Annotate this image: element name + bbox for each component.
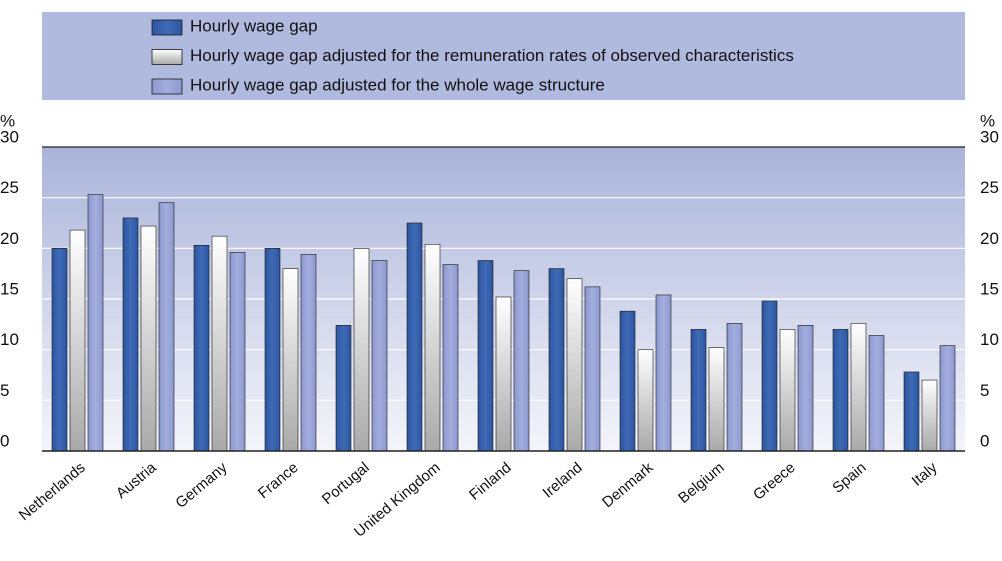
y2-tick-label: 20 xyxy=(980,229,999,248)
legend-label: Hourly wage gap xyxy=(190,16,318,35)
legend-label: Hourly wage gap adjusted for the whole w… xyxy=(190,75,605,94)
bar xyxy=(158,202,175,452)
bar xyxy=(850,323,867,452)
bar xyxy=(637,349,654,452)
bar xyxy=(406,222,423,452)
bar xyxy=(193,244,210,452)
bar xyxy=(229,252,246,452)
x-tick-label: Netherlands xyxy=(16,459,89,524)
bar xyxy=(619,310,636,452)
y-tick-label: 0 xyxy=(0,431,9,450)
y-tick-label: 10 xyxy=(0,330,19,349)
y2-tick-label: 30 xyxy=(980,127,999,146)
bar xyxy=(495,296,512,452)
bar xyxy=(903,371,920,452)
bar xyxy=(655,294,672,452)
bar xyxy=(566,278,583,452)
x-tick-label: Ireland xyxy=(540,459,586,502)
bar xyxy=(442,264,459,452)
x-tick-label: Denmark xyxy=(599,459,657,511)
x-tick-label: Finland xyxy=(466,459,515,504)
x-tick-label: Belgium xyxy=(675,459,727,507)
bar xyxy=(690,329,707,452)
bar xyxy=(51,248,68,452)
bar xyxy=(477,260,494,452)
bar xyxy=(122,217,139,452)
bar xyxy=(939,345,956,452)
bar xyxy=(868,335,885,452)
bar xyxy=(584,286,601,452)
bar xyxy=(921,379,938,452)
x-tick-label: Spain xyxy=(829,459,869,497)
y2-tick-label: 10 xyxy=(980,330,999,349)
bar xyxy=(371,260,388,452)
bar xyxy=(211,235,228,452)
bar xyxy=(140,225,157,452)
y-tick-label: 5 xyxy=(0,381,9,400)
legend-swatch xyxy=(151,78,183,95)
legend-box xyxy=(42,12,965,100)
bar xyxy=(300,254,317,452)
y2-tick-label: 15 xyxy=(980,279,999,298)
bar xyxy=(513,270,530,452)
legend-swatch xyxy=(151,49,183,65)
x-tick-label: Germany xyxy=(172,459,231,512)
bar xyxy=(264,248,281,452)
y2-axis-label: % xyxy=(980,111,995,130)
x-tick-label: Greece xyxy=(750,459,799,504)
bar xyxy=(708,347,725,452)
y2-tick-label: 25 xyxy=(980,178,999,197)
y-tick-label: 20 xyxy=(0,229,19,248)
bar xyxy=(548,268,565,452)
bar xyxy=(797,325,814,452)
bar xyxy=(779,329,796,452)
x-tick-label: Italy xyxy=(909,459,941,490)
bar xyxy=(87,194,104,452)
bar xyxy=(726,323,743,452)
y-tick-label: 15 xyxy=(0,279,19,298)
bar xyxy=(761,300,778,452)
y-axis-label: % xyxy=(0,111,15,130)
bar xyxy=(353,248,370,452)
bar xyxy=(424,243,441,452)
x-tick-label: Portugal xyxy=(319,459,373,508)
bar xyxy=(832,329,849,452)
legend-label: Hourly wage gap adjusted for the remuner… xyxy=(190,46,794,65)
bar xyxy=(335,325,352,452)
x-tick-label: Austria xyxy=(113,459,160,502)
y2-tick-label: 0 xyxy=(980,431,989,450)
bar xyxy=(69,229,86,452)
y-tick-label: 30 xyxy=(0,127,19,146)
x-tick-label: France xyxy=(255,459,302,502)
y2-tick-label: 5 xyxy=(980,381,989,400)
y-tick-label: 25 xyxy=(0,178,19,197)
legend-swatch xyxy=(151,19,183,36)
bar xyxy=(282,268,299,452)
